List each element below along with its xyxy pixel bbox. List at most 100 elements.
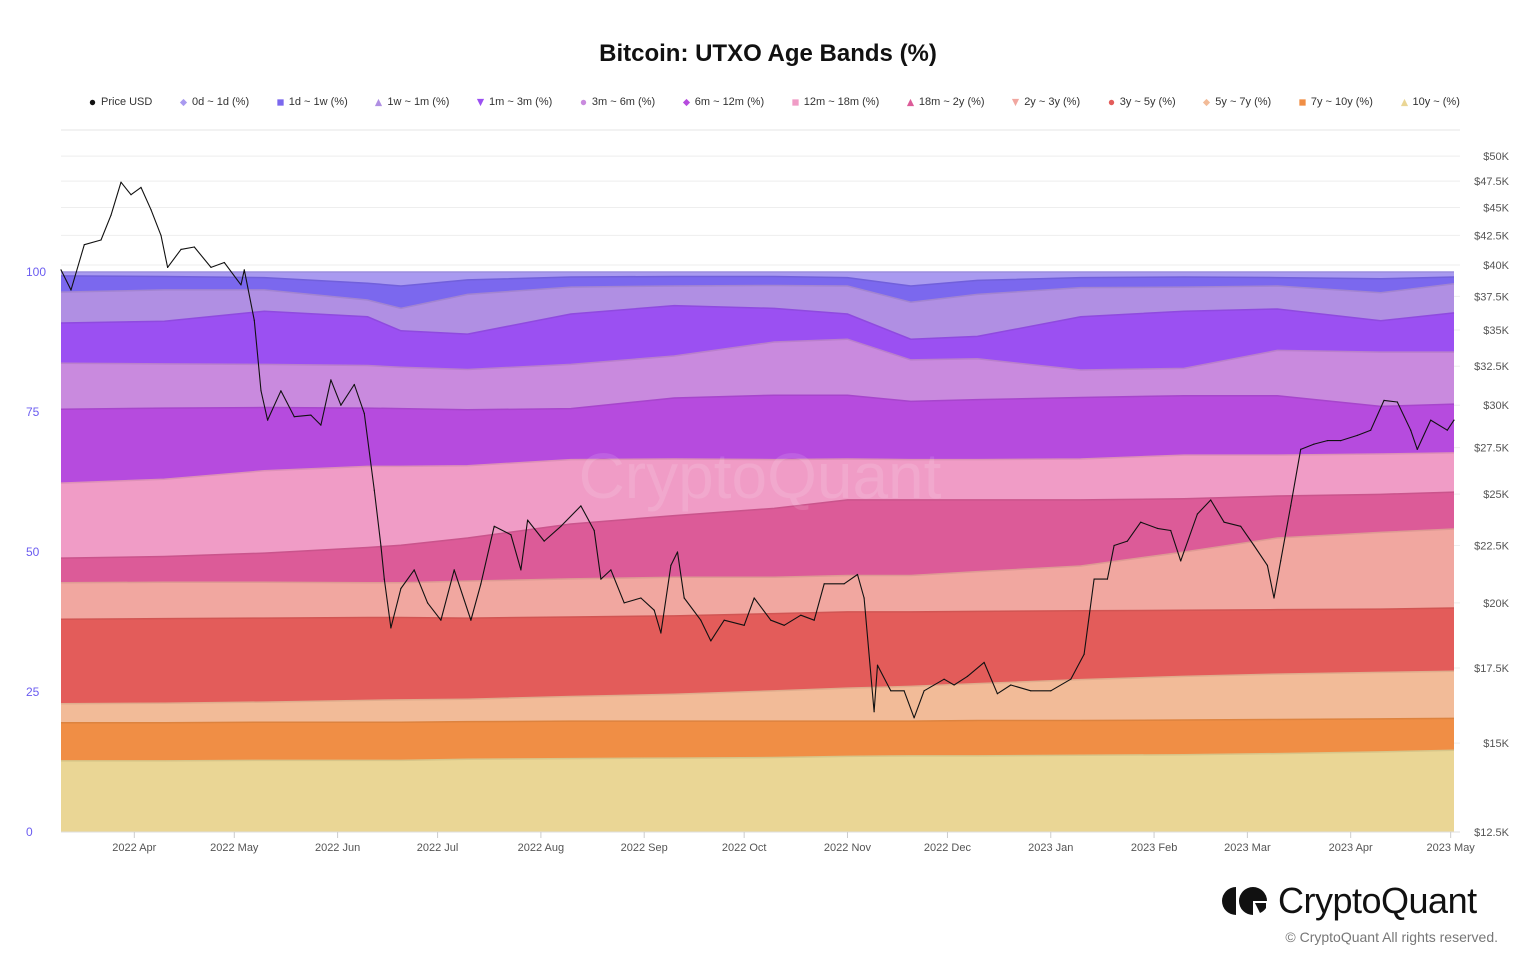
legend-item[interactable]: 5y ~ 7y (%) — [1202, 96, 1271, 108]
triangle-down-marker-icon — [476, 98, 485, 106]
legend: Price USD 0d ~ 1d (%) 1d ~ 1w (%) 1w ~ 1m (… — [88, 96, 1460, 108]
price-point — [1050, 690, 1052, 692]
cryptoquant-logo-icon — [1222, 887, 1267, 915]
right-axis-tick-label: $27.5K — [1474, 443, 1510, 455]
price-point — [1156, 527, 1158, 530]
legend-label: 18m ~ 2y (%) — [918, 96, 985, 108]
price-point — [653, 609, 655, 611]
price-point — [280, 390, 282, 392]
left-axis-tick-label: 50 — [26, 545, 40, 559]
legend-item[interactable]: Price USD — [88, 96, 152, 108]
watermark: CryptoQuant — [579, 440, 942, 512]
x-axis-tick-label: 2023 Mar — [1224, 842, 1271, 854]
price-point — [863, 597, 865, 599]
square-marker-icon — [792, 98, 799, 106]
legend-item[interactable]: 7y ~ 10y (%) — [1298, 96, 1373, 108]
legend-item[interactable]: 3y ~ 5y (%) — [1107, 96, 1176, 108]
price-point — [527, 519, 529, 521]
legend-item[interactable]: 3m ~ 6m (%) — [579, 96, 655, 108]
price-point — [480, 583, 482, 585]
right-axis-tick-label: $37.5K — [1474, 291, 1510, 303]
area-band-3m-6m — [61, 339, 1454, 410]
legend-item[interactable]: 1m ~ 3m (%) — [476, 96, 552, 108]
price-point — [800, 614, 802, 616]
price-point — [1106, 578, 1108, 580]
legend-item[interactable]: 10y ~ (%) — [1400, 96, 1460, 108]
legend-item[interactable]: 18m ~ 2y (%) — [906, 96, 985, 108]
area-band-edge — [60, 670, 1455, 705]
legend-label: Price USD — [101, 96, 153, 108]
price-point — [1253, 544, 1255, 547]
legend-item[interactable]: 0d ~ 1d (%) — [179, 96, 249, 108]
price-point — [743, 624, 745, 626]
price-point — [140, 186, 142, 188]
legend-label: 10y ~ (%) — [1412, 96, 1460, 108]
price-point — [1356, 434, 1358, 436]
area-band-edge — [60, 275, 1455, 287]
legend-item[interactable]: 1d ~ 1w (%) — [276, 96, 348, 108]
triangle-marker-icon — [1400, 98, 1408, 106]
triangle-marker-icon — [375, 98, 383, 106]
price-point — [383, 578, 385, 580]
price-point — [130, 194, 132, 196]
price-point — [823, 583, 825, 585]
square-marker-icon — [1299, 98, 1306, 106]
x-axis-tick-label: 2022 Oct — [722, 842, 767, 854]
area-band-edge — [61, 749, 1455, 762]
price-point — [320, 424, 322, 426]
price-point — [167, 266, 169, 268]
price-point — [640, 597, 642, 599]
legend-item[interactable]: 2y ~ 3y (%) — [1011, 96, 1080, 108]
price-point — [240, 284, 242, 286]
price-point — [193, 246, 195, 248]
price-point — [700, 619, 702, 621]
area-band-12m-18m — [61, 452, 1454, 559]
legend-label: 7y ~ 10y (%) — [1310, 96, 1373, 108]
price-point — [1430, 419, 1432, 421]
price-point — [520, 569, 522, 571]
circle-marker-icon — [580, 99, 587, 105]
price-point — [966, 675, 969, 678]
legend-label: 6m ~ 12m (%) — [694, 96, 765, 108]
price-point — [903, 690, 905, 692]
legend-label: 12m ~ 18m (%) — [803, 96, 880, 108]
price-point — [660, 632, 662, 634]
right-axis-tick-label: $20K — [1483, 598, 1509, 610]
legend-item[interactable]: 12m ~ 18m (%) — [791, 96, 880, 108]
price-point — [440, 619, 442, 621]
x-axis-tick-label: 2022 May — [210, 842, 259, 854]
price-point — [1180, 560, 1182, 562]
x-axis-tick-label: 2022 Aug — [518, 842, 565, 854]
price-point — [413, 569, 415, 571]
area-band-1m-3m — [61, 305, 1454, 370]
price-point — [923, 690, 925, 692]
price-point — [1370, 429, 1372, 431]
price-point — [120, 181, 122, 183]
stacked-area-group — [60, 271, 1455, 832]
right-axis-tick-label: $25K — [1483, 489, 1509, 501]
price-point — [380, 544, 382, 547]
x-axis-tick-label: 2023 Apr — [1329, 842, 1373, 854]
price-point — [890, 690, 892, 692]
legend-item[interactable]: 6m ~ 12m (%) — [682, 96, 764, 108]
price-point — [600, 578, 602, 580]
legend-label: 0d ~ 1d (%) — [191, 96, 250, 108]
price-point — [723, 619, 725, 621]
x-axis-tick-label: 2022 Jul — [417, 842, 459, 854]
circle-marker-icon — [1108, 99, 1114, 105]
area-band-2y-3y — [61, 529, 1454, 620]
price-point — [1223, 521, 1225, 523]
right-axis-tick-label: $47.5K — [1474, 176, 1510, 188]
price-point — [83, 244, 85, 246]
diamond-marker-icon — [682, 98, 690, 106]
price-point — [1170, 529, 1172, 532]
area-band-10y — [61, 750, 1454, 832]
price-point — [873, 711, 875, 713]
price-point — [1326, 440, 1328, 442]
legend-item[interactable]: 1w ~ 1m (%) — [374, 96, 449, 108]
right-axis-tick-label: $40K — [1483, 260, 1509, 272]
brand-name: CryptoQuant — [1278, 880, 1477, 921]
chart-title: Bitcoin: UTXO Age Bands (%) — [599, 40, 937, 67]
area-band-edge — [60, 528, 1455, 584]
price-point — [1446, 429, 1448, 431]
